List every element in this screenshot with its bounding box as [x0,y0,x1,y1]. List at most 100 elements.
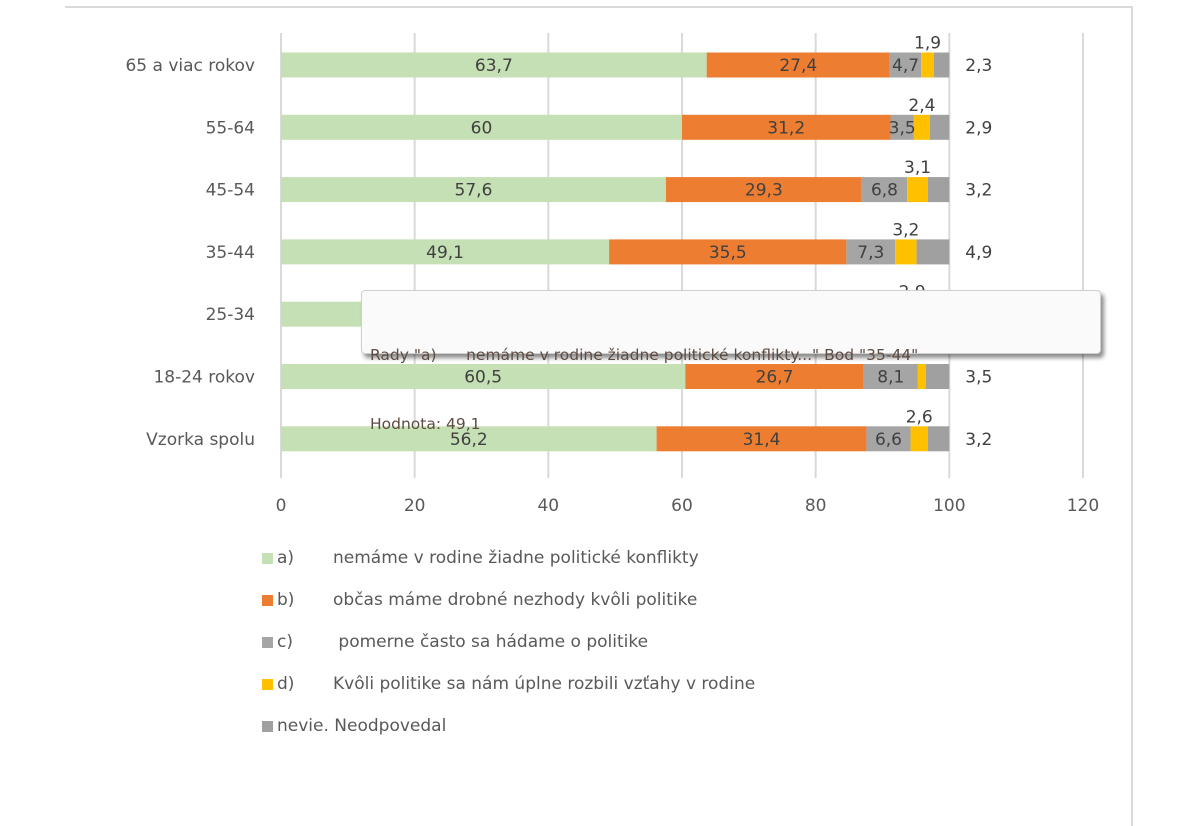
category-label: 55-64 [206,118,255,138]
bar-segment [890,114,914,140]
legend-code: d) [277,674,295,694]
legend-swatch-nevie [262,720,273,732]
x-tick-label: 20 [404,496,426,516]
bar-segment [281,364,686,389]
data-label: 26,7 [756,368,794,388]
bar-segment [929,114,950,140]
bar-segment [281,426,657,452]
legend-text: nemáme v rodine žiadne politické konflik… [333,548,699,568]
data-label: 31,4 [743,430,781,450]
legend: a) nemáme v rodine žiadne politické konf… [262,548,755,758]
bar-segment [281,177,666,203]
bar-segment [681,114,891,140]
legend-swatch-b [262,594,273,606]
data-label: 49,1 [426,243,464,263]
data-label: 60 [471,118,493,138]
data-label: 56,2 [450,430,488,450]
data-label: 29,3 [745,181,783,201]
stacked-bar-chart: 63,7 27,4 4,71,92,360 31,2 3,52,42,957,6 29,3… [125,33,1099,516]
bar-segment [656,426,867,452]
x-tick-label: 60 [671,496,693,516]
category-label: 25-34 [206,305,255,325]
bar-segment [925,364,950,389]
bar-segment [281,239,610,265]
legend-code: b) [277,590,295,610]
bar-segment [846,239,896,265]
x-tick-label: 120 [1067,496,1099,516]
tooltip-value-line: Hodnota: 49,1 [370,415,481,433]
data-label: 2,4 [908,96,935,116]
bar-segment [665,177,862,203]
data-label: 1,9 [914,34,941,54]
bar-segment [889,52,922,78]
data-label: 31,2 [767,118,805,138]
legend-swatch-a [262,552,273,564]
bar-segment [927,177,950,203]
bar-segment [910,426,928,452]
legend-item-b[interactable]: b) občas máme drobné nezhody kvôli polit… [262,590,755,610]
legend-text: nevie. Neodpovedal [277,716,447,736]
bar-segment [861,177,908,203]
data-label: 57,6 [455,181,493,201]
legend-item-nevie[interactable]: nevie. Neodpovedal [262,716,755,736]
tooltip-series-line: Rady "a) nemáme v rodine žiadne politick… [370,346,919,364]
data-label: 6,8 [871,181,898,201]
data-label: 3,2 [892,220,919,240]
data-label: 35,5 [709,243,747,263]
bar-segment [863,364,918,389]
category-label: 45-54 [206,181,255,201]
legend-text: pomerne často sa hádame o politike [333,632,649,652]
data-label: 7,3 [857,243,884,263]
x-tick-label: 80 [805,496,827,516]
data-label: 4,7 [892,56,919,76]
data-label: 6,6 [875,430,902,450]
x-tick-label: 100 [933,496,965,516]
bar-segment [927,426,950,452]
x-tick-label: 40 [537,496,559,516]
category-label: 18-24 rokov [153,368,255,388]
data-label: 3,2 [965,181,992,201]
bar-segment [281,114,682,140]
bar-segment [933,52,950,78]
data-label: 8,1 [877,368,904,388]
data-label: 2,9 [965,118,992,138]
bar-segment [913,114,930,140]
bar-segment [281,52,707,78]
legend-item-c[interactable]: c) pomerne často sa hádame o politike [262,632,755,652]
hover-tooltip: Rady "a) nemáme v rodine žiadne politick… [361,290,1101,433]
legend-item-a[interactable]: a) nemáme v rodine žiadne politické konf… [262,548,755,568]
legend-code: a) [277,548,295,568]
data-label: 2,3 [965,56,992,76]
legend-swatch-c [262,636,273,648]
data-label: 3,2 [965,430,992,450]
data-labels: 63,7 27,4 4,71,92,360 31,2 3,52,42,957,6 29,3… [426,34,992,450]
data-label: 3,5 [889,118,916,138]
bar-segment [917,364,926,389]
data-label: 60,5 [464,368,502,388]
data-label: 2,6 [906,407,933,427]
legend-text: Kvôli politike sa nám úplne rozbili vzťa… [333,674,756,694]
chart-frame [65,6,1133,826]
bar-segment [895,239,917,265]
bar-segment [916,239,950,265]
bar-segment [866,426,911,452]
bar-segment [609,239,847,265]
legend-text: občas máme drobné nezhody kvôli politike [333,590,698,610]
legend-code: c) [277,632,293,652]
data-label: 27,4 [779,56,817,76]
category-label: Vzorka spolu [146,430,255,450]
x-tick-label: 0 [276,496,287,516]
category-axis: 65 a viac rokov 55-64 45-54 35-44 25-34 18-24… [125,56,255,450]
bar-segment [685,364,864,389]
bar-segment [921,52,934,78]
data-label: 63,7 [475,56,513,76]
data-label: 3,5 [965,368,992,388]
category-label: 35-44 [206,243,255,263]
bar-segment [907,177,928,203]
legend-swatch-d [262,678,273,690]
legend-item-d[interactable]: d) Kvôli politike sa nám úplne rozbili v… [262,674,755,694]
bar-segment [706,52,890,78]
data-label: 3,1 [904,158,931,178]
data-label: 4,9 [965,243,992,263]
category-label: 65 a viac rokov [125,56,255,76]
